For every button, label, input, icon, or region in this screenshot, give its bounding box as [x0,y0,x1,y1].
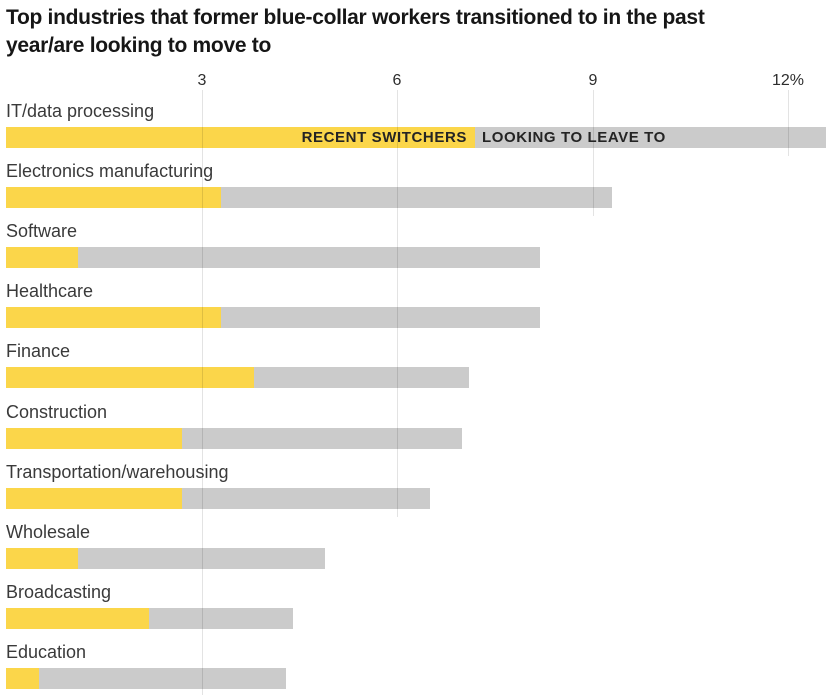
row-label-broadcasting: Broadcasting [6,582,112,602]
bar-recent-broadcasting [6,608,150,629]
row-label-it-data-processing: IT/data processing [6,101,155,121]
bar-recent-healthcare [6,307,222,328]
bar-looking-construction [6,428,463,449]
gridline-6 [397,90,398,517]
bar-recent-education [6,668,39,689]
row-label-construction: Construction [6,402,108,422]
row-label-finance: Finance [6,341,71,361]
row-label-software: Software [6,221,78,241]
row-label-healthcare: Healthcare [6,281,94,301]
chart-title-line2: year/are looking to move to [6,34,271,57]
row-label-wholesale: Wholesale [6,522,91,542]
axis-tick-label-3: 3 [197,72,207,89]
gridline-9 [593,90,594,216]
legend-recent-switchers: RECENT SWITCHERS [301,129,467,146]
legend-looking-to-leave: LOOKING TO LEAVE TO [482,129,666,146]
axis-tick-label-12: 12% [771,72,805,89]
bar-recent-electronics-manufacturing [6,187,222,208]
axis-tick-label-6: 6 [392,72,402,89]
bar-looking-education [6,668,287,689]
bar-looking-it-data-processing [6,127,826,148]
row-label-transportation-warehousing: Transportation/warehousing [6,462,229,482]
bar-recent-construction [6,428,182,449]
gridline-12 [788,90,789,156]
bar-recent-it-data-processing [6,127,476,148]
bar-looking-electronics-manufacturing [6,187,613,208]
row-label-education: Education [6,642,87,662]
axis-tick-label-9: 9 [588,72,598,89]
bar-recent-transportation-warehousing [6,488,182,509]
gridline-3 [202,90,203,695]
row-label-electronics-manufacturing: Electronics manufacturing [6,161,214,181]
bar-recent-finance [6,367,254,388]
chart-title: Top industries that former blue-collar w… [6,4,806,60]
bar-recent-software [6,247,78,268]
bar-looking-finance [6,367,469,388]
bar-looking-healthcare [6,307,541,328]
bar-looking-transportation-warehousing [6,488,430,509]
bar-looking-software [6,247,541,268]
bar-recent-wholesale [6,548,78,569]
chart-title-line1: Top industries that former blue-collar w… [6,6,705,29]
bar-looking-wholesale [6,548,326,569]
bar-looking-broadcasting [6,608,293,629]
